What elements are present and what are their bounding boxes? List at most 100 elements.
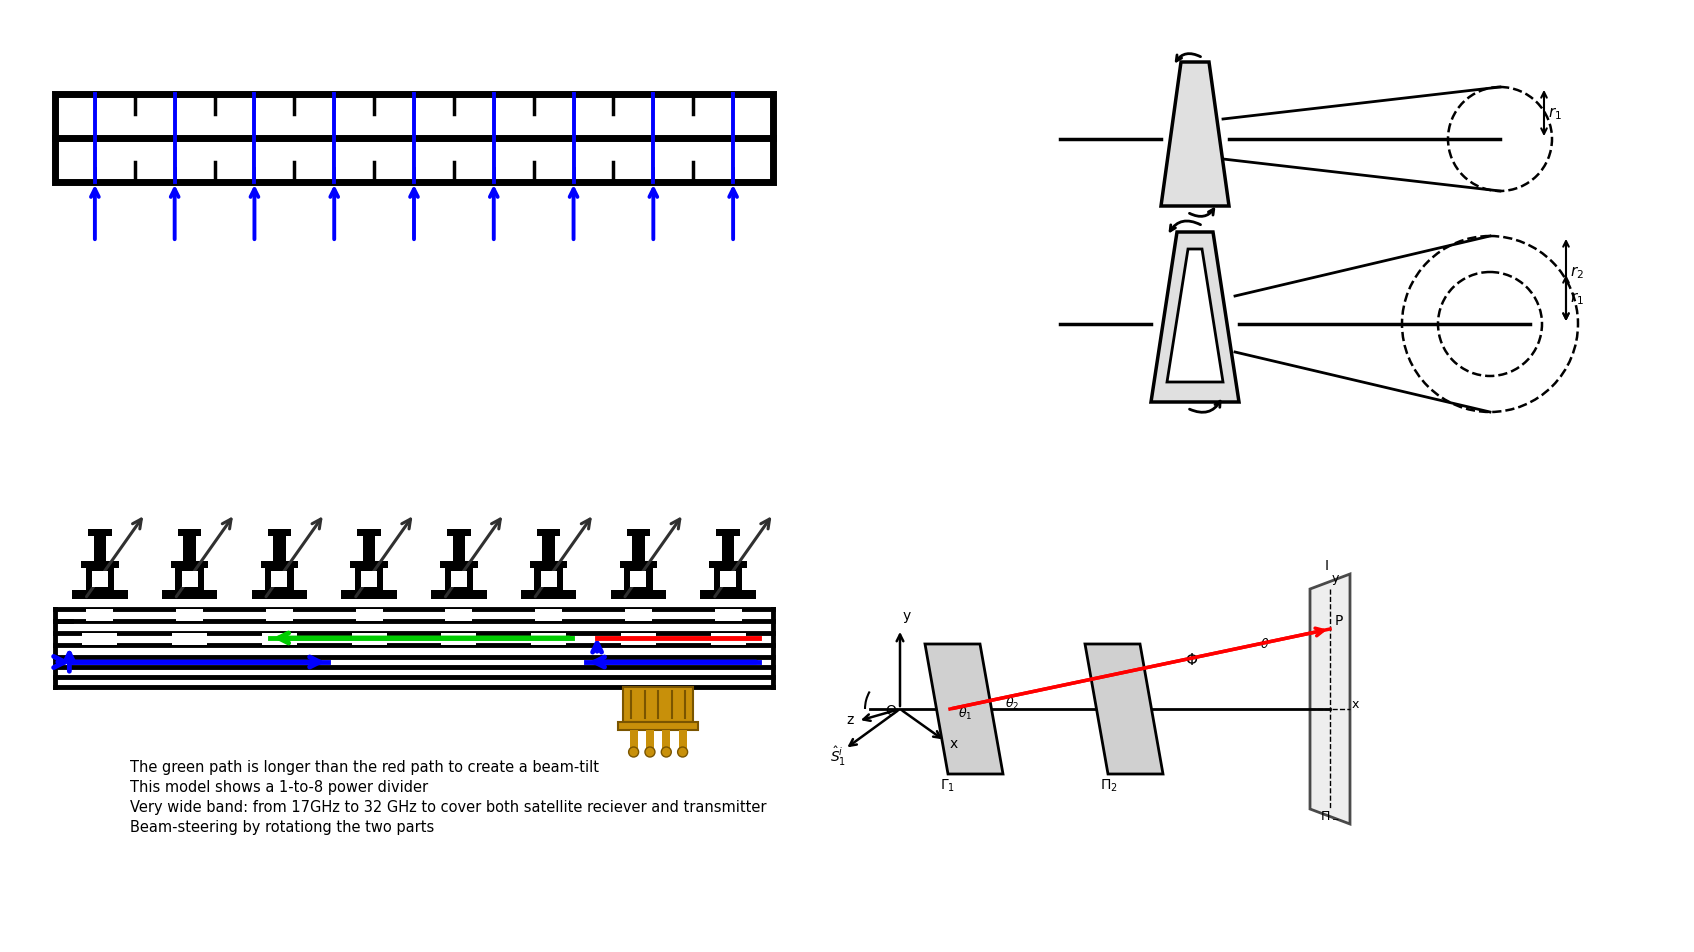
Polygon shape	[1160, 63, 1230, 207]
Bar	[627, 529, 650, 536]
Text: $\theta$: $\theta$	[1260, 636, 1269, 650]
Bar	[442, 633, 476, 645]
Bar	[430, 590, 486, 600]
Bar	[352, 633, 386, 645]
Text: I: I	[1325, 559, 1330, 572]
Bar	[251, 590, 307, 600]
Bar	[354, 568, 383, 590]
Bar	[700, 590, 756, 600]
Bar	[73, 590, 127, 600]
Bar	[264, 568, 293, 590]
Circle shape	[661, 747, 671, 757]
Text: $\Pi_2$: $\Pi_2$	[1099, 777, 1118, 794]
Bar	[357, 529, 381, 536]
Bar	[173, 633, 207, 645]
Bar	[532, 633, 566, 645]
Bar	[610, 590, 666, 600]
Bar	[181, 572, 198, 587]
Text: $\Phi$: $\Phi$	[1186, 651, 1198, 667]
Text: y: y	[1331, 571, 1340, 585]
Bar	[520, 590, 576, 600]
Text: $\hat{S}_1^i$: $\hat{S}_1^i$	[830, 744, 847, 767]
Bar	[630, 572, 647, 587]
Text: $r_2$: $r_2$	[1570, 264, 1584, 280]
Bar	[446, 609, 473, 622]
Bar	[710, 562, 747, 568]
Bar	[268, 529, 291, 536]
Bar	[163, 590, 217, 600]
Bar	[54, 95, 772, 183]
Bar	[542, 536, 556, 562]
Text: y: y	[903, 608, 911, 623]
Bar	[534, 568, 562, 590]
Bar	[271, 572, 288, 587]
Bar	[452, 536, 466, 562]
Bar	[174, 568, 203, 590]
Text: O: O	[884, 704, 896, 717]
Bar	[622, 633, 656, 645]
Circle shape	[628, 747, 639, 757]
Bar	[86, 609, 113, 622]
Text: $\Gamma_1$: $\Gamma_1$	[940, 777, 955, 794]
Bar	[451, 572, 468, 587]
Bar	[618, 723, 698, 730]
Circle shape	[645, 747, 656, 757]
Bar	[351, 562, 388, 568]
Bar	[662, 730, 671, 752]
Bar	[720, 572, 737, 587]
Bar	[85, 568, 113, 590]
Polygon shape	[1167, 249, 1223, 383]
Text: $\theta_2$: $\theta_2$	[1005, 695, 1020, 711]
Bar	[717, 529, 740, 536]
Polygon shape	[1084, 645, 1164, 774]
Bar	[623, 687, 693, 723]
Bar	[93, 536, 107, 562]
Bar	[91, 572, 108, 587]
Circle shape	[678, 747, 688, 757]
Bar	[632, 536, 645, 562]
Bar	[713, 568, 742, 590]
Bar	[535, 609, 562, 622]
Text: P: P	[1335, 613, 1343, 627]
Bar	[183, 536, 197, 562]
Text: z: z	[845, 712, 854, 726]
Bar	[178, 529, 202, 536]
Polygon shape	[1150, 232, 1238, 403]
Polygon shape	[925, 645, 1003, 774]
Bar	[530, 562, 567, 568]
Bar	[363, 536, 376, 562]
Text: $r_1$: $r_1$	[1548, 106, 1562, 122]
Text: $\theta_1$: $\theta_1$	[959, 705, 972, 722]
Text: $r_1$: $r_1$	[1570, 290, 1584, 307]
Bar	[447, 529, 471, 536]
Text: Very wide band: from 17GHz to 32 GHz to cover both satellite reciever and transm: Very wide band: from 17GHz to 32 GHz to …	[130, 799, 766, 814]
Bar	[261, 562, 298, 568]
Bar	[722, 536, 735, 562]
Bar	[540, 572, 557, 587]
Bar	[340, 590, 396, 600]
Text: The green path is longer than the red path to create a beam-tilt: The green path is longer than the red pa…	[130, 759, 600, 774]
Bar	[623, 568, 652, 590]
Bar	[361, 572, 378, 587]
Bar	[679, 730, 686, 752]
Text: x: x	[950, 736, 959, 750]
Bar	[266, 609, 293, 622]
Bar	[83, 633, 117, 645]
Bar	[273, 536, 286, 562]
Bar	[444, 568, 473, 590]
Bar	[645, 730, 654, 752]
Bar	[715, 609, 742, 622]
Bar	[440, 562, 478, 568]
Bar	[711, 633, 745, 645]
Bar	[171, 562, 208, 568]
Bar	[88, 529, 112, 536]
Text: Beam-steering by rotationg the two parts: Beam-steering by rotationg the two parts	[130, 819, 434, 834]
Bar	[620, 562, 657, 568]
Bar	[625, 609, 652, 622]
Text: $\Pi_-$: $\Pi_-$	[1320, 807, 1340, 820]
Text: This model shows a 1-to-8 power divider: This model shows a 1-to-8 power divider	[130, 779, 429, 794]
Text: x: x	[1352, 697, 1359, 710]
Polygon shape	[1309, 574, 1350, 824]
Bar	[356, 609, 383, 622]
Bar	[263, 633, 296, 645]
